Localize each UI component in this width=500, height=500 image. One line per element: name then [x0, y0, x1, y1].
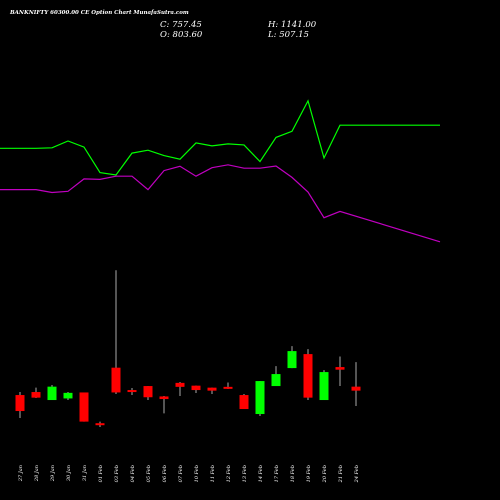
x-tick-label: 17 Feb [274, 465, 280, 482]
x-tick-label: 05 Feb [146, 465, 152, 482]
high-label: H: 1141.00 [267, 20, 317, 30]
x-tick-label: 30 Jan [66, 465, 72, 481]
candle [111, 270, 121, 395]
candle [207, 387, 217, 395]
indicator-lines [0, 99, 441, 243]
x-tick-label: 31 Jan [82, 465, 88, 481]
candle [255, 381, 265, 417]
x-tick-label: 18 Feb [290, 465, 296, 482]
candle-body [127, 390, 137, 393]
candle-body [287, 351, 297, 369]
close-value: 757.45 [172, 20, 202, 30]
x-tick-label: 24 Feb [354, 465, 360, 483]
candle [95, 421, 105, 428]
x-tick-label: 06 Feb [162, 465, 168, 482]
x-tick-label: 10 Feb [194, 465, 200, 482]
candle-body [175, 382, 185, 387]
candle-body [335, 367, 345, 370]
x-tick-label: 29 Jan [50, 465, 56, 482]
open-label: O: 803.60 [160, 30, 203, 40]
x-tick-label: 20 Feb [322, 465, 328, 483]
candle [303, 349, 313, 401]
candle-body [47, 386, 57, 401]
candle [239, 394, 249, 410]
candle [351, 362, 361, 407]
candle [191, 385, 201, 394]
indicator-line-2 [0, 164, 441, 243]
candle [47, 385, 57, 401]
candle [319, 370, 329, 401]
low-label: L: 507.15 [267, 30, 309, 40]
close-label: C: 757.45 [160, 20, 202, 30]
candle-body [143, 386, 153, 398]
candle [127, 388, 137, 396]
candle-body [31, 392, 41, 398]
chart-title: BANKNIFTY 60300.00 CE Option Chart Munaf… [9, 10, 189, 16]
x-tick-label: 04 Feb [130, 465, 136, 482]
x-tick-label: 28 Jan [34, 465, 40, 482]
candle [287, 346, 297, 369]
x-tick-label: 27 Jan [18, 465, 24, 482]
candle-body [191, 385, 201, 391]
x-tick-label: 19 Feb [306, 465, 312, 482]
candle-body [79, 392, 89, 422]
candle-body [255, 381, 265, 415]
x-tick-label: 12 Feb [226, 465, 232, 482]
candle-body [303, 354, 313, 398]
indicator-line-1 [0, 99, 440, 176]
candle-body [159, 396, 169, 400]
candle [79, 392, 89, 422]
candle-body [207, 387, 217, 391]
x-tick-label: 01 Feb [98, 465, 104, 482]
x-tick-label: 14 Feb [258, 465, 264, 482]
candle-body [319, 372, 329, 401]
candles-group [15, 270, 361, 428]
candle [175, 382, 185, 397]
x-tick-label: 11 Feb [210, 465, 216, 482]
open-value: 803.60 [173, 30, 203, 40]
candle-body [95, 423, 105, 426]
candle-body [223, 386, 233, 389]
high-value: 1141.00 [281, 20, 317, 30]
candle [15, 392, 25, 419]
candle [159, 396, 169, 414]
x-tick-label: 07 Feb [178, 465, 184, 482]
x-tick-label: 21 Feb [338, 465, 344, 483]
candle [143, 386, 153, 401]
low-value: 507.15 [279, 30, 309, 40]
candle-body [351, 386, 361, 391]
candle [271, 366, 281, 387]
candle [223, 382, 233, 390]
candle-body [15, 395, 25, 412]
x-tick-label: 13 Feb [242, 465, 248, 482]
candle [335, 356, 345, 387]
candle-body [271, 374, 281, 387]
x-tick-label: 03 Feb [114, 465, 120, 482]
candle-body [239, 395, 249, 410]
candle-body [63, 392, 73, 399]
candle-body [111, 367, 121, 393]
candle [31, 387, 41, 399]
x-axis-labels: 27 Jan 28 Jan 29 Jan 30 Jan 31 Jan 01 Feb 03 F… [18, 465, 360, 483]
candle [63, 392, 73, 401]
